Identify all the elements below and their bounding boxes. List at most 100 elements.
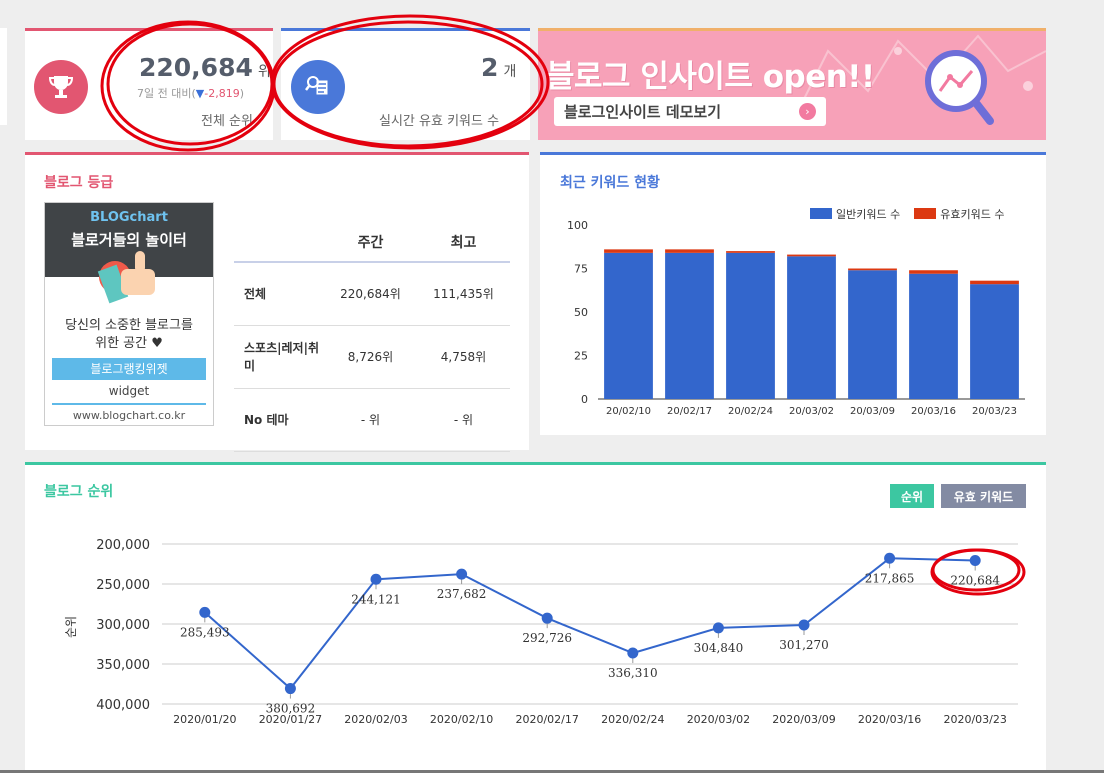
rank-value: 220,684 <box>139 53 253 82</box>
bar-segment <box>787 256 836 399</box>
rank-value-group: 220,684 위 <box>139 53 271 82</box>
down-arrow-icon: ▼ <box>195 87 205 100</box>
y-tick-label: 350,000 <box>96 658 150 673</box>
thumbs-up-hand-icon <box>97 247 163 313</box>
keyword-label: 실시간 유효 키워드 수 <box>379 114 500 129</box>
rank-line-chart: 200,000 250,000 300,000 350,000 400,000 순위 285… <box>64 538 1018 726</box>
widget-ranking-button[interactable]: 블로그랭킹위젯 <box>52 358 206 380</box>
left-strip <box>0 28 7 125</box>
widget-url: www.blogchart.co.kr <box>72 409 186 422</box>
data-point <box>199 606 211 618</box>
keyword-bar-chart: 0 25 50 75 100 20/02/10 20/02/17 20/02/24 20/03/… <box>567 219 1025 417</box>
y-tick-label: 100 <box>567 219 588 232</box>
bar-segment <box>909 270 958 274</box>
blog-grade-card: 블로그 등급 BLOGchart 블로거들의 놀이터 당신의 소중한 블로그를 … <box>25 152 529 452</box>
data-point <box>370 573 382 585</box>
rank-series-line <box>204 557 976 691</box>
data-point <box>798 619 810 631</box>
data-point <box>627 647 639 659</box>
data-label: 304,840 <box>694 641 744 655</box>
legend-item-valid: 유효키워드 수 <box>914 206 1004 222</box>
y-tick-label: 50 <box>574 306 588 319</box>
bar-segment <box>726 251 775 253</box>
data-point <box>884 552 896 564</box>
row-weekly: 220,684위 <box>324 262 417 326</box>
banner-decor-lines <box>797 34 1046 112</box>
legend-swatch-valid <box>914 208 937 219</box>
valid-keyword-card: 2 개 실시간 유효 키워드 수 <box>281 28 530 140</box>
y-tick-label: 25 <box>574 350 588 363</box>
ranking-widget[interactable]: BLOGchart 블로거들의 놀이터 당신의 소중한 블로그를 위한 공간 ♥… <box>44 202 214 426</box>
x-tick-label: 20/03/16 <box>911 406 956 417</box>
bar-segment <box>665 249 714 253</box>
x-tick-label: 2020/02/03 <box>344 713 407 726</box>
row-weekly: - 위 <box>324 388 417 452</box>
data-label: 301,270 <box>779 638 829 652</box>
x-tick-label: 20/02/24 <box>728 406 773 417</box>
y-tick-label: 400,000 <box>96 698 150 713</box>
table-header-blank <box>234 223 324 263</box>
widget-desc-line1: 당신의 소중한 블로그를 <box>65 318 193 333</box>
bar-segment <box>848 270 897 399</box>
bar-segment <box>604 249 653 253</box>
x-tick-label: 20/03/02 <box>789 406 834 417</box>
valid-keyword-tab-button[interactable]: 유효 키워드 <box>941 484 1026 508</box>
rank-change: 7일 전 대비(▼-2,819) <box>137 85 244 101</box>
row-weekly: 8,726위 <box>324 325 417 389</box>
chevron-right-icon: › <box>799 103 816 120</box>
legend-label-valid: 유효키워드 수 <box>940 208 1005 221</box>
x-tick-label: 20/02/10 <box>606 406 651 417</box>
x-tick-label: 20/03/09 <box>850 406 895 417</box>
widget-divider <box>52 403 206 405</box>
recent-keyword-card: 최근 키워드 현황 일반키워드 수 유효키워드 수 0 25 50 75 100 20/0… <box>540 152 1046 435</box>
data-label: 285,493 <box>180 625 230 639</box>
row-label: 전체 <box>234 262 324 326</box>
keyword-unit: 개 <box>503 64 517 80</box>
overall-rank-card: 220,684 위 7일 전 대비(▼-2,819) 전체 순위 <box>25 28 273 140</box>
blogchart-logo: BLOGchart <box>90 210 168 225</box>
keyword-value-group: 2 개 <box>481 53 516 82</box>
x-tick-label: 20/03/23 <box>972 406 1017 417</box>
rank-change-suffix: ) <box>239 87 244 100</box>
banner-demo-button[interactable]: 블로그인사이트 데모보기 › <box>554 97 826 126</box>
data-label: 217,865 <box>865 571 915 585</box>
bottom-divider <box>0 770 1104 773</box>
y-tick-label: 200,000 <box>96 538 150 553</box>
data-point <box>541 612 553 624</box>
x-tick-label: 2020/03/23 <box>943 713 1006 726</box>
magnifier-chart-icon <box>918 43 998 140</box>
widget-sub-label: widget <box>108 384 150 398</box>
row-label: 스포츠|레저|취미 <box>234 325 324 389</box>
data-point <box>712 622 724 634</box>
rank-tab-button[interactable]: 순위 <box>890 484 934 508</box>
x-tick-label: 2020/02/17 <box>515 713 578 726</box>
bar-segment <box>665 252 714 399</box>
bar-segment <box>970 280 1019 285</box>
data-label: 244,121 <box>351 592 401 606</box>
y-axis-title: 순위 <box>64 616 78 638</box>
x-tick-label: 20/02/17 <box>667 406 712 417</box>
widget-desc-line2: 위한 공간 ♥ <box>95 336 163 351</box>
bar-segment <box>970 284 1019 399</box>
grade-rank-table: 주간 최고 전체 220,684위 111,435위 스포츠|레저|취미 8,7… <box>234 223 510 452</box>
row-best: 111,435위 <box>417 262 510 326</box>
table-row: No 테마 - 위 - 위 <box>234 388 510 452</box>
rank-label: 전체 순위 <box>201 114 253 129</box>
rank-chart-title: 블로그 순위 <box>44 484 114 500</box>
widget-tagline: 블로거들의 놀이터 <box>71 231 187 249</box>
x-tick-label: 2020/03/02 <box>687 713 750 726</box>
rank-change-prefix: 7일 전 대비( <box>137 87 196 100</box>
blog-insight-banner[interactable]: 블로그 인사이트 open!! 블로그인사이트 데모보기 › <box>538 28 1046 140</box>
data-label: 380,692 <box>266 702 316 716</box>
blog-rank-card: 블로그 순위 순위 유효 키워드 200,000 250,000 300,000 35… <box>25 462 1046 773</box>
data-label: 336,310 <box>608 666 658 680</box>
grade-title: 블로그 등급 <box>44 175 114 191</box>
bar-segment <box>787 254 836 257</box>
bar-segment <box>726 252 775 399</box>
row-best: 4,758위 <box>417 325 510 389</box>
x-tick-label: 2020/03/16 <box>858 713 921 726</box>
bar-segment <box>604 252 653 399</box>
trophy-icon <box>34 60 88 114</box>
keyword-value: 2 <box>481 53 499 82</box>
keyword-chart-title: 최근 키워드 현황 <box>560 175 660 191</box>
